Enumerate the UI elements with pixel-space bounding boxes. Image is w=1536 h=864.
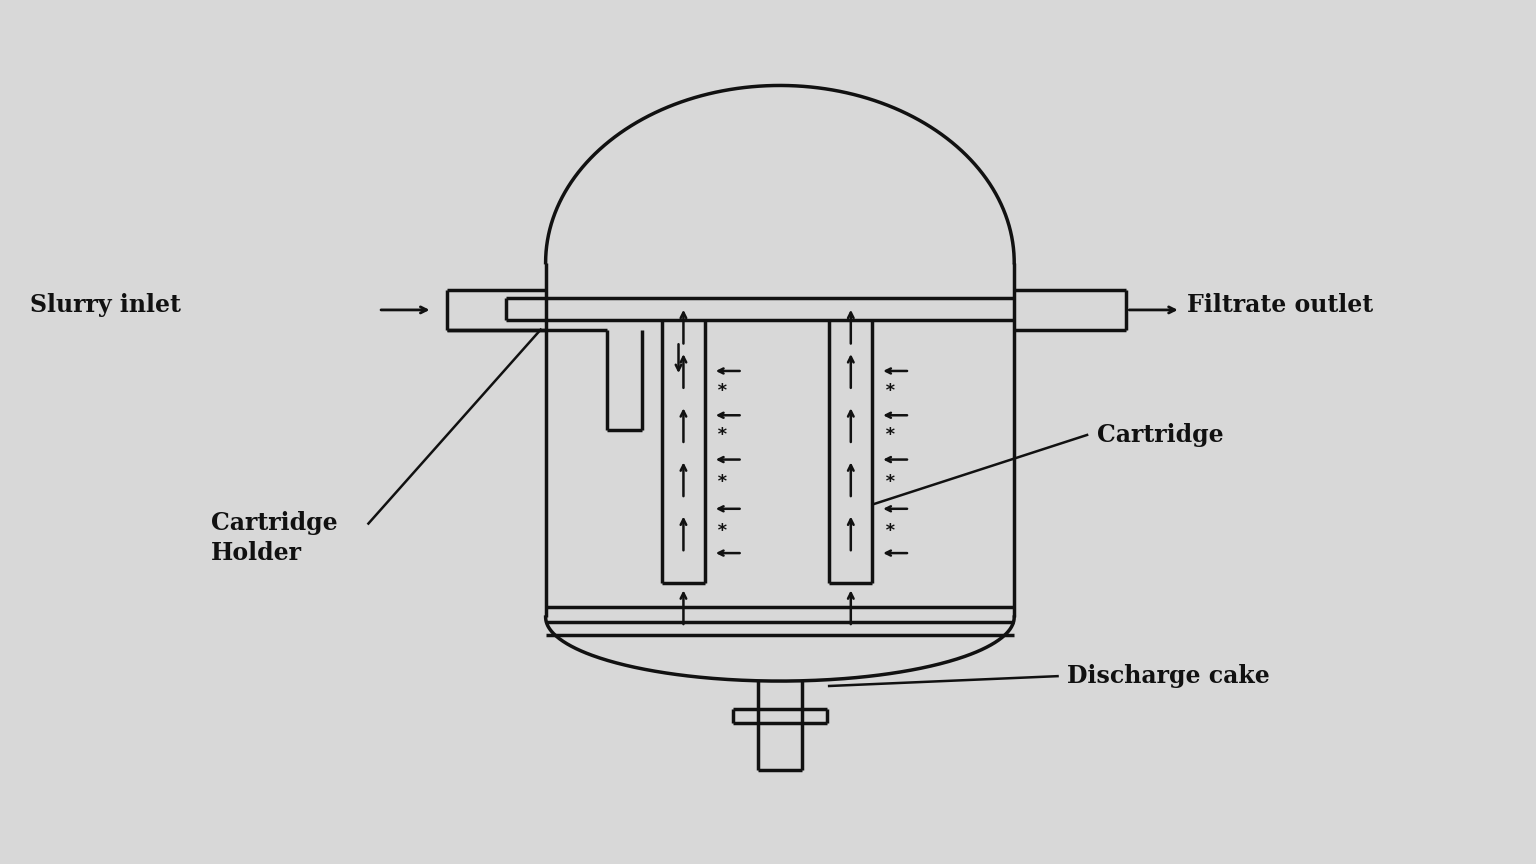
Text: *: * — [885, 382, 895, 400]
Text: *: * — [885, 426, 895, 444]
Text: *: * — [717, 473, 728, 492]
Text: Filtrate outlet: Filtrate outlet — [1187, 293, 1373, 317]
Text: Slurry inlet: Slurry inlet — [31, 293, 181, 317]
Text: *: * — [717, 382, 728, 400]
Text: Discharge cake: Discharge cake — [1068, 664, 1270, 688]
Text: *: * — [717, 523, 728, 541]
Text: Cartridge: Cartridge — [1097, 423, 1224, 447]
Text: Cartridge
Holder: Cartridge Holder — [210, 511, 338, 565]
Text: *: * — [717, 426, 728, 444]
Text: *: * — [885, 473, 895, 492]
Text: *: * — [885, 523, 895, 541]
